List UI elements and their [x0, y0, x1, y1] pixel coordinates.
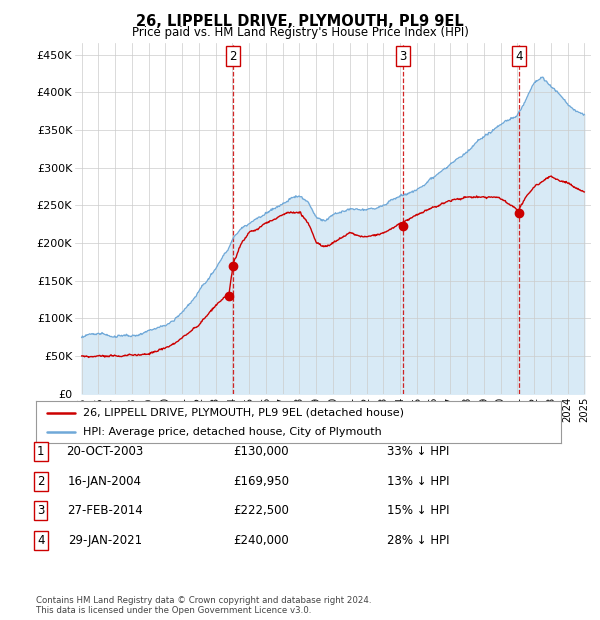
Text: 27-FEB-2014: 27-FEB-2014: [67, 505, 143, 517]
Text: £240,000: £240,000: [233, 534, 289, 547]
Text: £222,500: £222,500: [233, 505, 289, 517]
Text: Price paid vs. HM Land Registry's House Price Index (HPI): Price paid vs. HM Land Registry's House …: [131, 26, 469, 39]
Text: 16-JAN-2004: 16-JAN-2004: [68, 475, 142, 487]
Text: 26, LIPPELL DRIVE, PLYMOUTH, PL9 9EL (detached house): 26, LIPPELL DRIVE, PLYMOUTH, PL9 9EL (de…: [83, 407, 404, 417]
Text: 1: 1: [37, 445, 44, 458]
Text: 3: 3: [37, 505, 44, 517]
Text: 13% ↓ HPI: 13% ↓ HPI: [387, 475, 449, 487]
Text: 26, LIPPELL DRIVE, PLYMOUTH, PL9 9EL: 26, LIPPELL DRIVE, PLYMOUTH, PL9 9EL: [136, 14, 464, 29]
Text: 3: 3: [399, 50, 407, 63]
Text: £169,950: £169,950: [233, 475, 289, 487]
Text: 4: 4: [37, 534, 44, 547]
Text: 28% ↓ HPI: 28% ↓ HPI: [387, 534, 449, 547]
Text: 20-OCT-2003: 20-OCT-2003: [67, 445, 143, 458]
Text: 2: 2: [230, 50, 237, 63]
Text: Contains HM Land Registry data © Crown copyright and database right 2024.
This d: Contains HM Land Registry data © Crown c…: [36, 596, 371, 615]
Text: 33% ↓ HPI: 33% ↓ HPI: [387, 445, 449, 458]
Text: 4: 4: [515, 50, 523, 63]
Text: HPI: Average price, detached house, City of Plymouth: HPI: Average price, detached house, City…: [83, 427, 382, 437]
Text: 2: 2: [37, 475, 44, 487]
Text: £130,000: £130,000: [233, 445, 289, 458]
Text: 29-JAN-2021: 29-JAN-2021: [68, 534, 142, 547]
Text: 15% ↓ HPI: 15% ↓ HPI: [387, 505, 449, 517]
